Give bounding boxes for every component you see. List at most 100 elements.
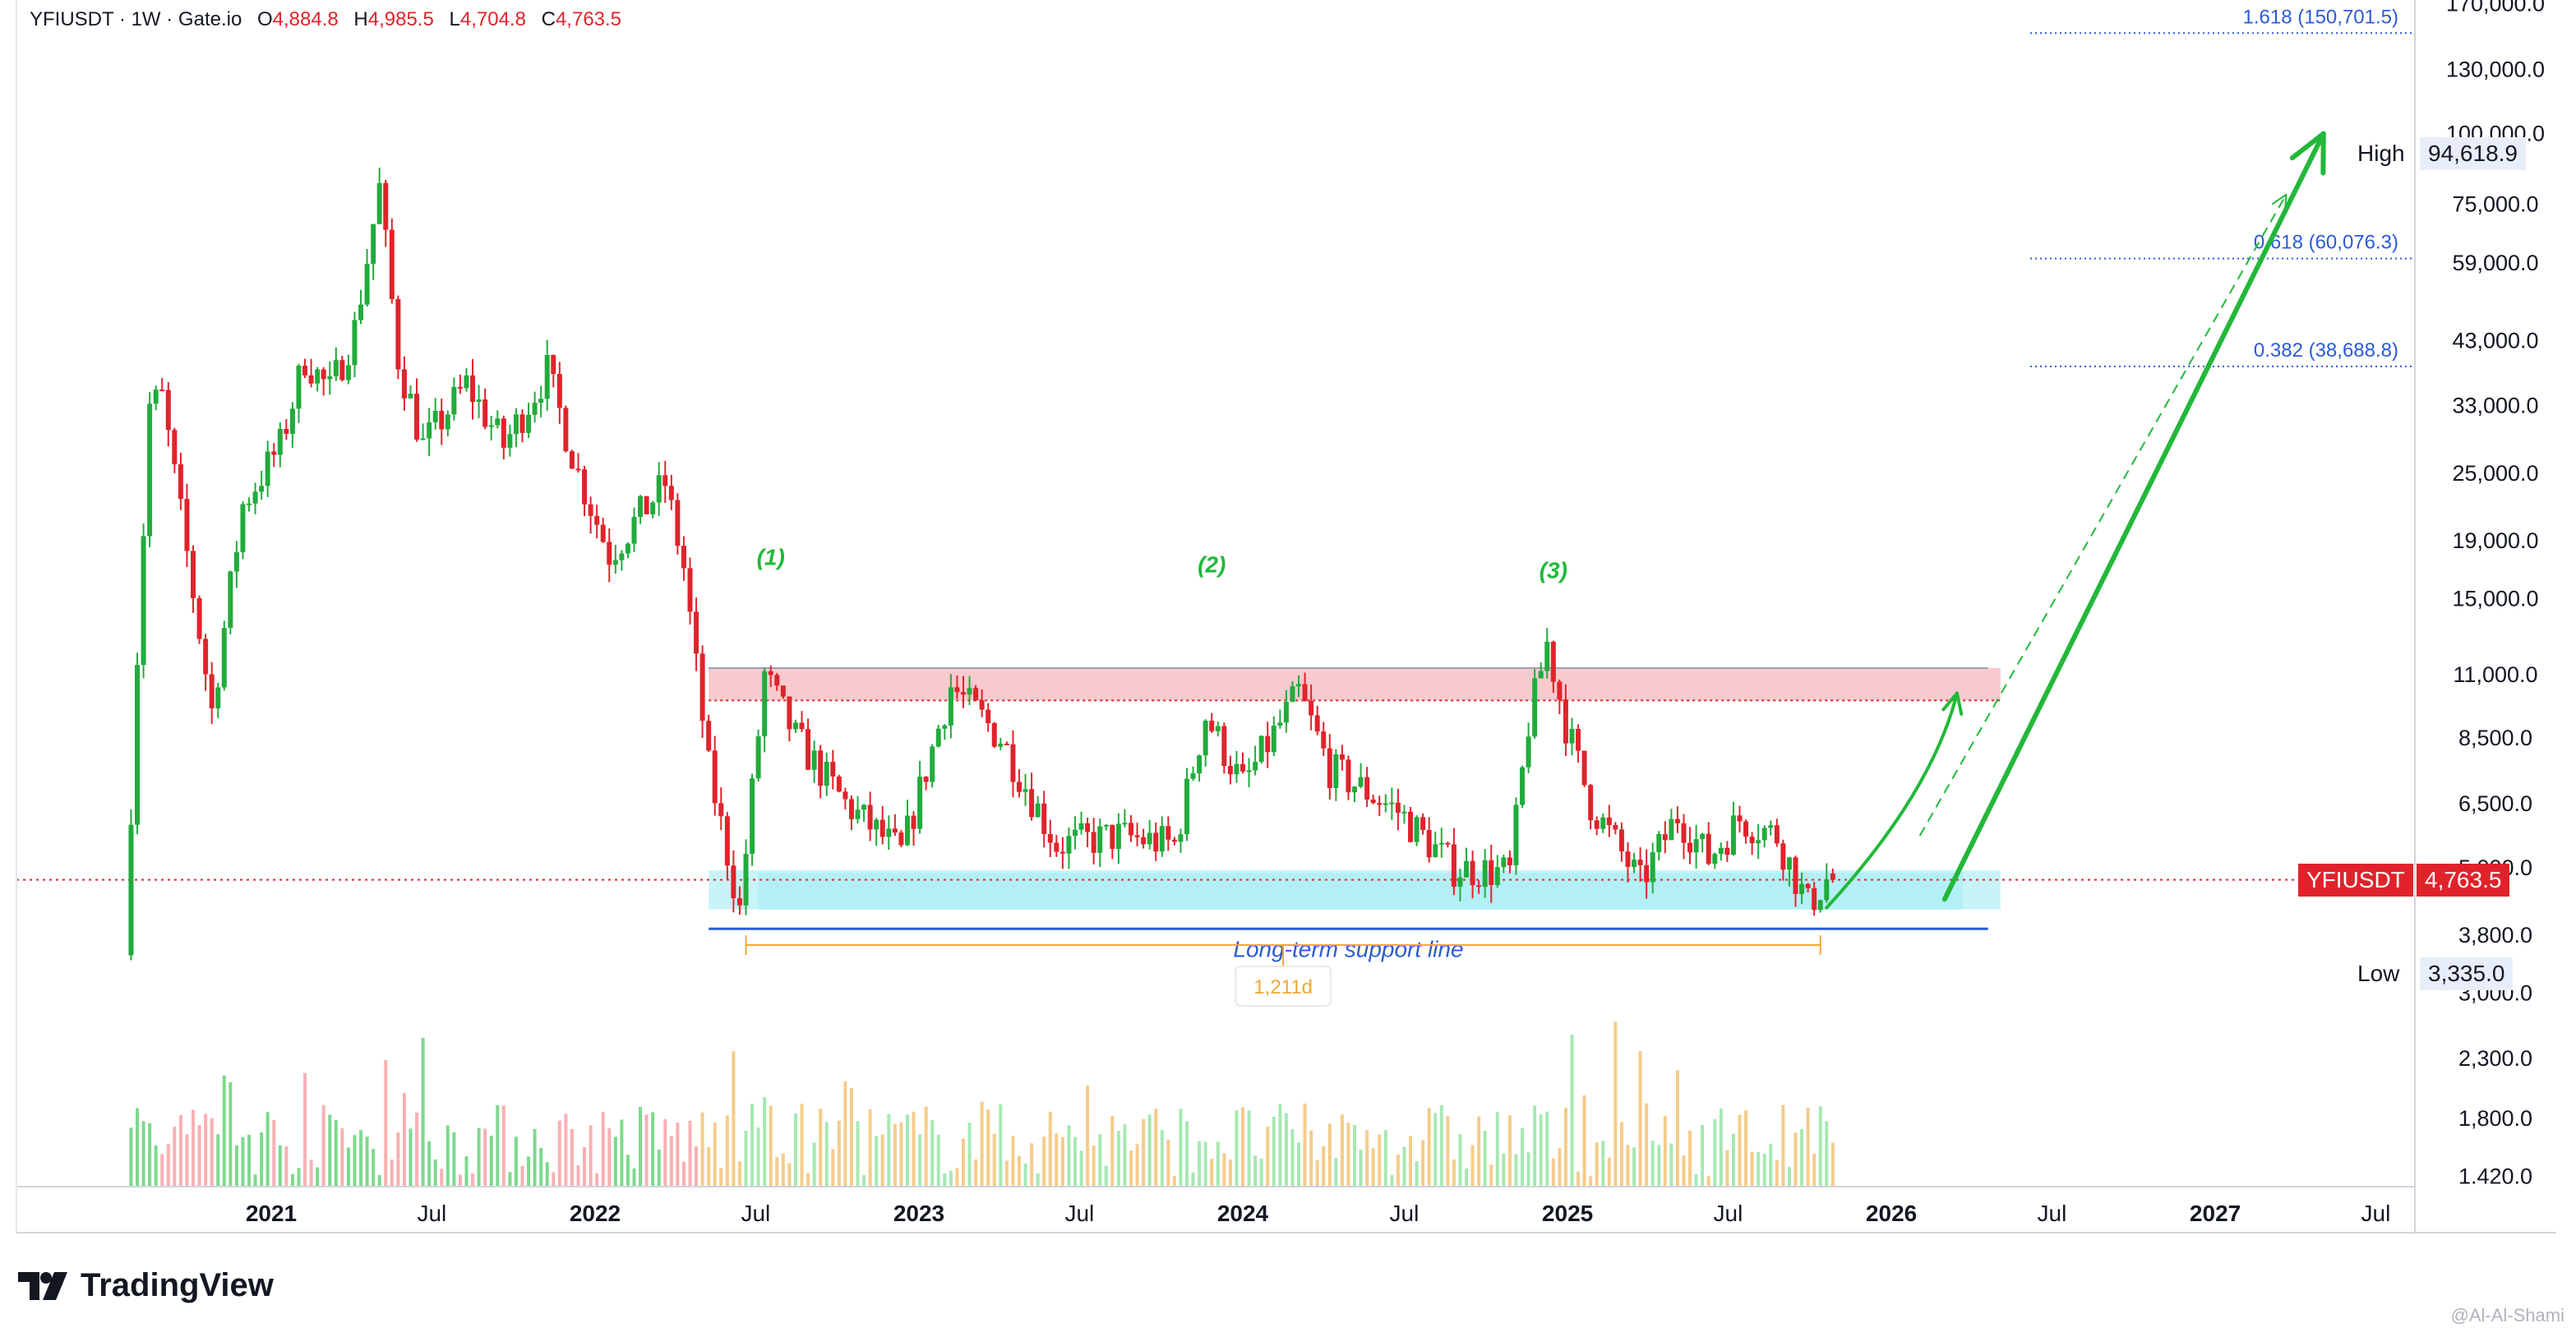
- volume-bar: [1210, 1159, 1214, 1187]
- volume-bar: [1315, 1160, 1319, 1187]
- volume-bar: [1259, 1159, 1263, 1187]
- y-tick-label: 170,000.0: [2446, 0, 2545, 16]
- y-tick-label: 43,000.0: [2452, 328, 2538, 353]
- x-tick-label: Jul: [1714, 1201, 1743, 1226]
- tradingview-logo[interactable]: TradingView: [18, 1267, 274, 1304]
- candle-body: [439, 410, 445, 430]
- candle-body: [1339, 754, 1345, 760]
- candle-body: [153, 390, 159, 404]
- volume-bar: [1166, 1139, 1170, 1187]
- candle-body: [694, 611, 699, 654]
- candle-body: [1438, 842, 1444, 845]
- volume-bar: [1390, 1174, 1394, 1187]
- candle-body: [1153, 832, 1159, 852]
- candle-body: [1209, 721, 1215, 731]
- candle-body: [699, 653, 705, 722]
- y-tick-label: 1,800.0: [2458, 1106, 2532, 1131]
- candle-body: [159, 390, 165, 392]
- candle-body: [1097, 826, 1103, 853]
- y-tick-label: 1.420.0: [2458, 1164, 2532, 1189]
- zones-layer: Long-term support line 1.618 (150,701.5) 0…: [16, 6, 2415, 961]
- volume-bar: [129, 1127, 133, 1187]
- volume-bar: [483, 1128, 487, 1187]
- fib-level-label: 0.618 (60,076.3): [2254, 232, 2398, 254]
- candle-body: [427, 422, 432, 439]
- volume-bar: [1123, 1124, 1127, 1187]
- volume-bar: [1632, 1147, 1637, 1187]
- volume-bar: [508, 1172, 512, 1187]
- volume-bar: [1067, 1125, 1071, 1187]
- volume-bar: [676, 1123, 680, 1187]
- ohlc-header: YFIUSDT · 1W · Gate.io O4,884.8 H4,985.5…: [30, 8, 621, 31]
- wave-label: (3): [1540, 558, 1567, 583]
- candle-body: [731, 865, 736, 899]
- candle-body: [1029, 789, 1035, 818]
- candle-body: [1786, 857, 1792, 870]
- volume-bar: [583, 1146, 587, 1187]
- volume-bar: [905, 1114, 909, 1187]
- volume-bar: [974, 1159, 978, 1187]
- symbol-label[interactable]: YFIUSDT: [30, 8, 114, 30]
- candle-body: [594, 515, 600, 525]
- volume-bar: [390, 1160, 394, 1187]
- candle-body: [513, 414, 519, 435]
- candle-body: [1352, 786, 1358, 793]
- separator-dot: ·: [118, 8, 132, 30]
- candle-body: [1501, 857, 1507, 868]
- candle-body: [395, 298, 401, 370]
- volume-bar: [626, 1155, 630, 1187]
- volume-bar: [185, 1134, 189, 1187]
- candle-body: [954, 687, 960, 693]
- candle-body: [1644, 864, 1650, 883]
- volume-bar: [924, 1106, 928, 1187]
- candle-body: [687, 568, 693, 612]
- low-value-badge: 3,335.0: [2420, 957, 2514, 990]
- volume-bar: [1241, 1107, 1244, 1187]
- candle-body: [1426, 830, 1432, 858]
- volume-bar: [1526, 1152, 1530, 1187]
- candle-body: [904, 815, 910, 846]
- volume-bar: [1657, 1145, 1661, 1187]
- candle-body: [1674, 818, 1680, 823]
- volume-bar: [1750, 1151, 1754, 1187]
- candle-body: [271, 451, 277, 455]
- candle-body: [1414, 817, 1420, 842]
- volume-bar: [955, 1168, 959, 1187]
- volume-bar: [328, 1114, 332, 1187]
- candle-body: [600, 524, 606, 542]
- candle-body: [1364, 777, 1370, 800]
- candle-body: [551, 355, 556, 375]
- volume-bar: [1116, 1131, 1120, 1187]
- candle-body: [544, 355, 550, 399]
- candle-body: [1793, 857, 1798, 894]
- candle-body: [228, 571, 233, 629]
- x-tick-label: 2022: [570, 1201, 621, 1226]
- volume-bar: [440, 1169, 444, 1187]
- candle-body: [1632, 860, 1637, 867]
- volume-bar: [1570, 1035, 1574, 1187]
- candle-body: [315, 369, 321, 384]
- candle-body: [948, 687, 953, 726]
- volume-bar: [334, 1120, 338, 1187]
- volume-bar: [278, 1145, 282, 1187]
- candle-body: [588, 504, 593, 516]
- volume-bar: [1216, 1141, 1220, 1187]
- candle-body: [1749, 837, 1755, 844]
- volume-bar: [1738, 1114, 1742, 1187]
- volume-bar: [936, 1135, 940, 1187]
- volume-bar: [1669, 1143, 1673, 1187]
- volume-bar: [1619, 1122, 1623, 1187]
- volume-bar: [1086, 1085, 1090, 1187]
- volume-bar: [961, 1138, 965, 1187]
- interval-label[interactable]: 1W: [131, 8, 161, 30]
- projection-main-line: [1941, 131, 2326, 902]
- candle-body: [1395, 802, 1401, 814]
- annotation-layer: 1,211d (1) (2) (3): [745, 131, 2326, 1007]
- volume-bar: [1613, 1021, 1618, 1187]
- volume-bar: [1228, 1160, 1232, 1187]
- volume-bar: [1290, 1128, 1295, 1187]
- volume-bar: [136, 1108, 140, 1187]
- volume-bar: [595, 1173, 599, 1187]
- volume-bar: [1191, 1172, 1195, 1187]
